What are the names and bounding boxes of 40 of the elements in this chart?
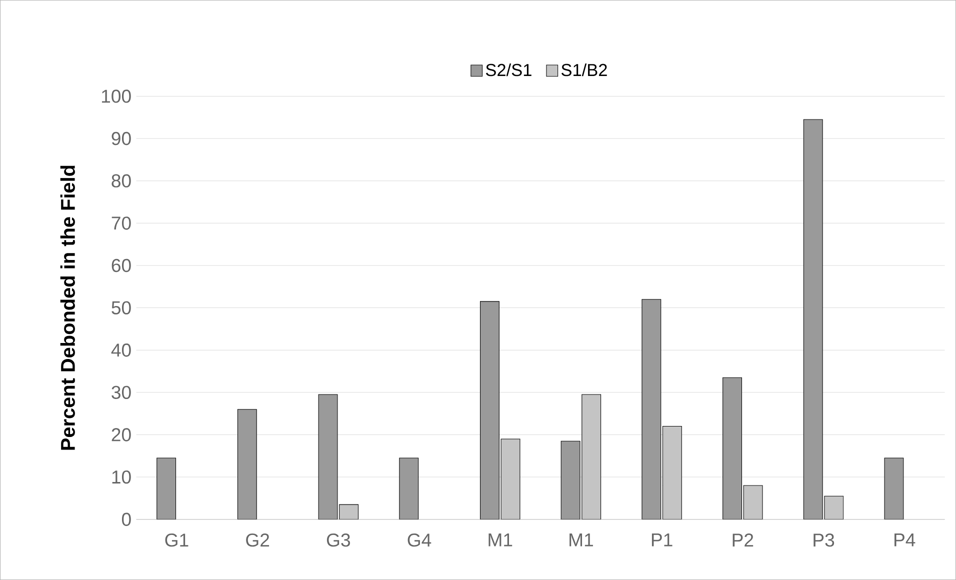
bar [480,301,500,520]
y-tick-label: 60 [112,258,131,272]
bar [743,485,763,520]
x-tick-label: P1 [652,533,672,546]
y-tick-label: 80 [112,174,131,188]
bar [582,394,602,520]
bar [339,504,359,520]
y-tick-label: 10 [112,470,131,484]
bar [722,377,742,520]
bar [662,426,682,520]
bar [156,458,176,520]
x-tick-label: P4 [894,533,916,546]
x-tick-label: M1 [570,533,593,546]
y-tick-label: 100 [102,90,131,103]
bar [318,394,338,520]
bar [642,299,662,520]
bar [399,458,419,520]
bar [884,458,904,520]
x-tick-label: P2 [732,533,754,546]
bar [803,119,823,520]
y-tick-label: 40 [111,343,131,357]
bar [560,440,580,520]
x-tick-label: G4 [408,533,432,547]
y-axis-title: Percent Debonded in the Field [60,166,75,450]
y-tick-label: 20 [112,428,131,442]
x-tick-label: P3 [814,533,834,547]
bar [237,409,257,520]
y-tick-label: 90 [112,132,131,146]
y-tick-label: 70 [112,216,131,230]
x-tick-label: M1 [488,533,512,546]
bar [500,438,520,520]
x-tick-label: G2 [246,533,270,547]
y-tick-label: 0 [122,512,131,526]
x-tick-label: G3 [326,533,350,547]
y-tick-label: 30 [112,386,131,399]
y-tick-label: 50 [112,301,131,314]
legend-label: S1/B2 [562,63,607,76]
bar [824,496,844,520]
legend-label: S2/S1 [486,63,532,76]
x-tick-label: G1 [165,533,188,547]
